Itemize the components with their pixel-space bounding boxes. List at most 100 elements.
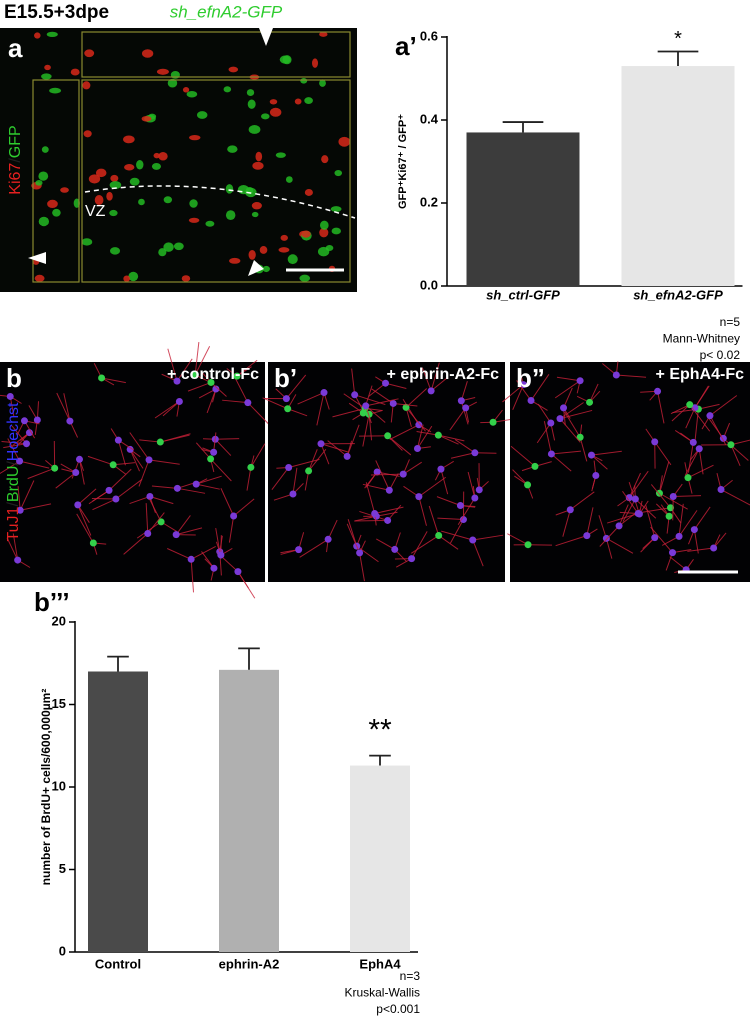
cell	[66, 418, 73, 425]
cell	[152, 163, 161, 170]
cell	[531, 463, 538, 470]
condition-label: + control-Fc	[167, 366, 259, 383]
y-tick-label: 0.0	[420, 277, 438, 292]
cell	[351, 391, 358, 398]
cell	[462, 404, 469, 411]
cell	[230, 512, 237, 519]
cell	[613, 372, 620, 379]
cell	[229, 258, 240, 264]
cell	[110, 247, 120, 254]
cell	[528, 397, 535, 404]
cell	[164, 196, 172, 203]
cell	[252, 202, 262, 209]
stat-note: n=3	[400, 969, 421, 983]
y-tick-label: 15	[52, 696, 66, 711]
cell	[666, 513, 673, 520]
cell	[173, 531, 180, 538]
cell	[144, 530, 151, 537]
cell	[384, 517, 391, 524]
cell	[84, 49, 94, 57]
cell	[142, 49, 153, 58]
cell	[34, 32, 41, 38]
cell	[371, 510, 378, 517]
cell	[557, 415, 564, 422]
neurite	[215, 439, 239, 440]
cell	[360, 410, 367, 417]
cell	[260, 246, 268, 254]
cell	[312, 58, 318, 68]
cell	[560, 404, 567, 411]
micrograph	[0, 28, 357, 292]
cell	[321, 389, 328, 396]
cell	[74, 501, 81, 508]
cell	[207, 455, 214, 462]
cell	[295, 98, 302, 104]
cell	[471, 494, 478, 501]
cell	[632, 496, 639, 503]
cell	[400, 471, 407, 478]
cell	[408, 555, 415, 562]
cell	[72, 469, 79, 476]
cell	[49, 88, 61, 94]
panel-letter: b”	[516, 363, 545, 393]
cell	[592, 472, 599, 479]
cell	[193, 481, 200, 488]
stain-label: TuJ1/BrdU/Hoechst	[5, 402, 22, 542]
cell	[718, 486, 725, 493]
cell	[234, 568, 241, 575]
cell	[81, 238, 92, 245]
cell	[305, 467, 312, 474]
cell	[82, 81, 90, 89]
cell	[428, 387, 435, 394]
cell	[224, 86, 232, 92]
cell	[154, 153, 160, 158]
y-tick-label: 0	[59, 943, 66, 958]
cell	[654, 388, 661, 395]
cell	[247, 464, 254, 471]
cell	[227, 145, 237, 153]
stat-note: n=5	[720, 315, 741, 329]
significance: *	[674, 28, 682, 50]
cell	[471, 449, 478, 456]
cell	[706, 412, 713, 419]
cell	[583, 532, 590, 539]
cell	[248, 100, 256, 109]
cell	[289, 491, 296, 498]
cell	[344, 453, 351, 460]
cell	[676, 533, 683, 540]
cell	[331, 206, 342, 212]
cell	[98, 374, 105, 381]
cell	[288, 254, 298, 264]
panel-letter: b’’’	[34, 587, 70, 617]
x-tick-label: Control	[95, 956, 141, 971]
cell	[457, 502, 464, 509]
cell	[76, 456, 83, 463]
stain-label: Ki67/GFP	[7, 125, 24, 194]
cell	[317, 440, 324, 447]
cell	[458, 397, 465, 404]
cell	[437, 466, 444, 473]
cell	[281, 235, 288, 241]
cell	[197, 111, 208, 119]
cell	[384, 432, 391, 439]
cell	[325, 536, 332, 543]
cell	[34, 416, 41, 423]
cell	[435, 532, 442, 539]
cell	[356, 549, 363, 556]
stat-note: Mann-Whitney	[663, 332, 740, 346]
cell	[577, 377, 584, 384]
cell	[189, 218, 200, 223]
condition-label: + EphA4-Fc	[656, 366, 745, 383]
cell	[244, 399, 251, 406]
cell	[651, 534, 658, 541]
cell	[226, 210, 235, 220]
cell	[146, 456, 153, 463]
cell	[710, 545, 717, 552]
cell	[727, 441, 734, 448]
cell	[249, 125, 261, 134]
cell	[301, 230, 310, 237]
cell	[304, 97, 313, 104]
cell	[106, 487, 113, 494]
cell	[174, 485, 181, 492]
cell	[651, 438, 658, 445]
